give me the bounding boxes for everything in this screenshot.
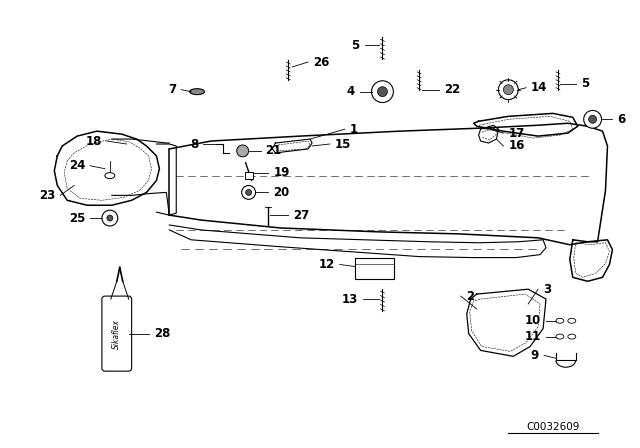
Text: 10: 10 [525,314,541,327]
Text: 13: 13 [341,293,358,306]
Ellipse shape [556,334,564,339]
Ellipse shape [105,172,115,179]
Text: 22: 22 [444,83,460,96]
Text: 25: 25 [68,211,85,224]
Text: 4: 4 [346,85,355,98]
Circle shape [242,185,255,199]
Text: 23: 23 [39,189,55,202]
Circle shape [589,116,596,123]
Bar [355,258,394,279]
Text: C0032609: C0032609 [526,422,580,432]
Text: 27: 27 [293,209,310,222]
Text: Sikaflex: Sikaflex [112,319,121,349]
Text: 18: 18 [86,134,102,147]
Text: 16: 16 [508,139,525,152]
Text: 1: 1 [349,123,358,136]
Text: 6: 6 [618,113,626,126]
Text: 19: 19 [273,166,290,179]
Text: 8: 8 [190,138,198,151]
Text: 17: 17 [508,127,525,140]
Text: 26: 26 [313,56,330,69]
Text: 21: 21 [266,144,282,157]
Circle shape [584,110,602,128]
Text: 9: 9 [531,349,539,362]
Text: 5: 5 [351,39,360,52]
Text: 20: 20 [273,186,290,199]
Ellipse shape [189,89,205,95]
Bar [244,172,253,179]
Text: 28: 28 [154,327,171,340]
Text: 2: 2 [466,289,474,302]
Text: 7: 7 [168,83,176,96]
Ellipse shape [568,334,576,339]
Ellipse shape [568,319,576,323]
Circle shape [372,81,394,103]
Circle shape [499,80,518,99]
Circle shape [504,85,513,95]
Circle shape [246,190,252,195]
Text: 11: 11 [525,330,541,343]
Circle shape [102,210,118,226]
FancyBboxPatch shape [102,296,132,371]
Circle shape [378,87,387,97]
Circle shape [107,215,113,221]
Text: 5: 5 [580,77,589,90]
Text: 15: 15 [335,138,351,151]
Text: 24: 24 [68,159,85,172]
Text: 12: 12 [319,258,335,271]
Ellipse shape [556,319,564,323]
Text: 14: 14 [531,81,548,94]
Text: 3: 3 [543,283,551,296]
Circle shape [237,145,248,157]
